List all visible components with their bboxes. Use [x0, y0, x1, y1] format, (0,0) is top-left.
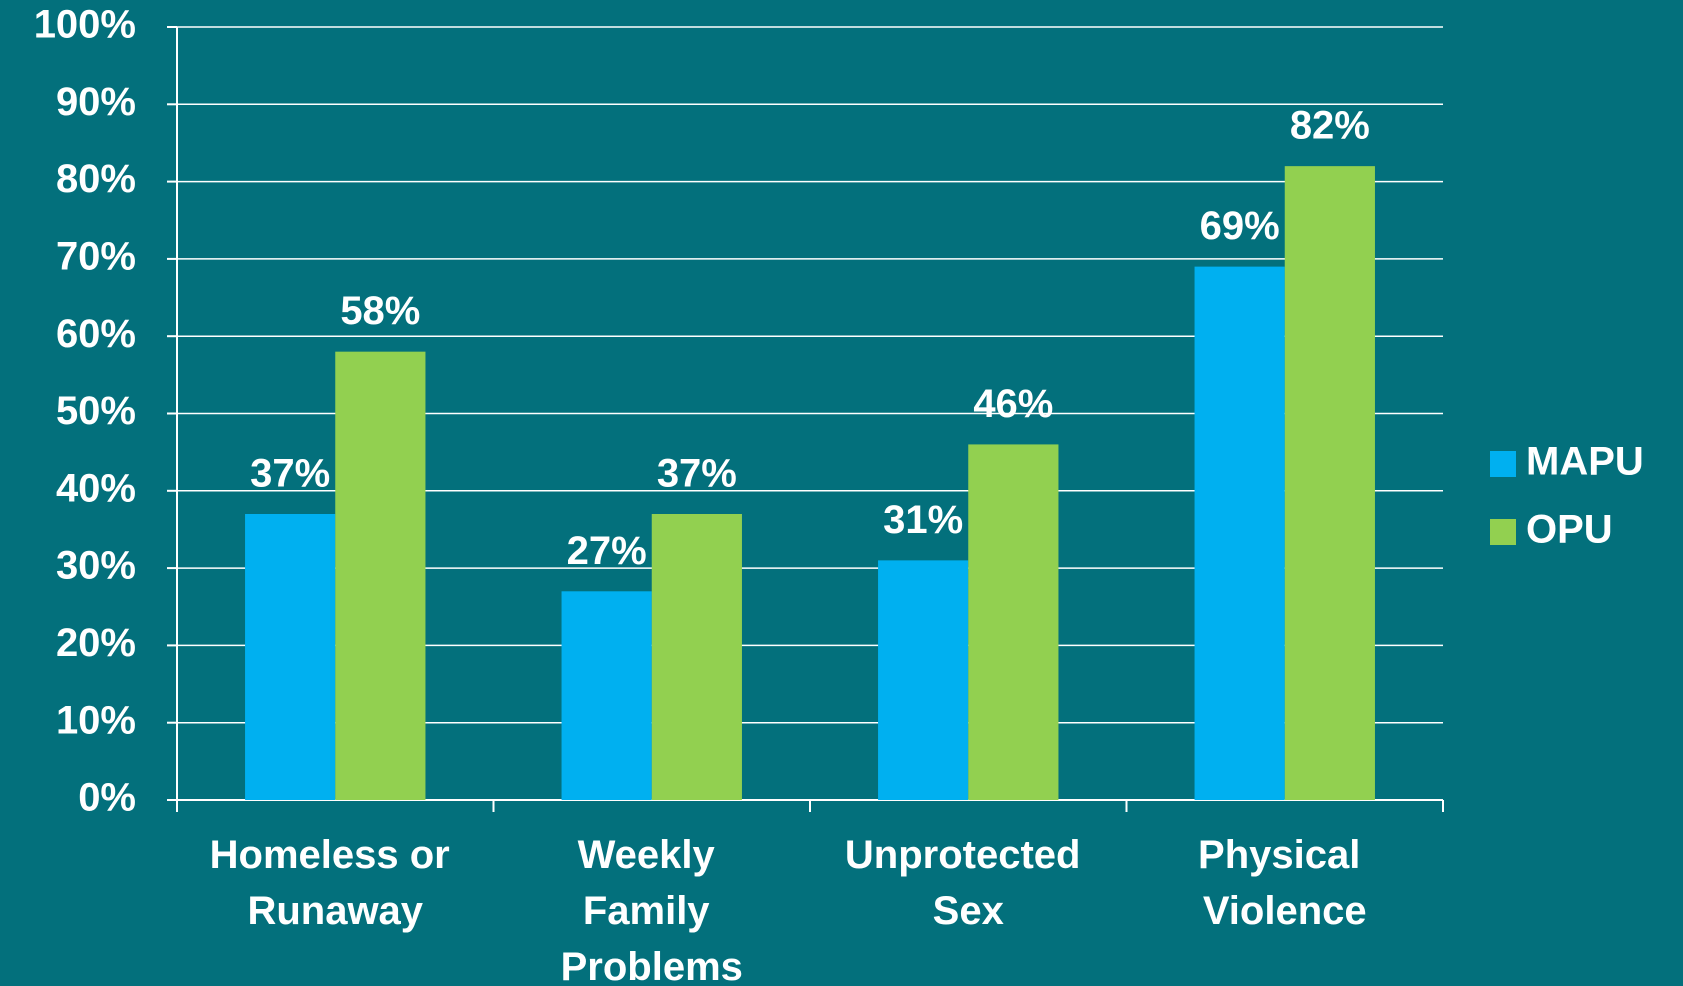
bar: [1194, 266, 1285, 800]
bar: [1284, 166, 1375, 800]
bar: [245, 513, 336, 800]
value-label: 82%: [1290, 104, 1370, 148]
y-tick-label: 80%: [56, 157, 136, 201]
y-tick-label: 30%: [56, 544, 136, 588]
bar: [651, 513, 742, 800]
y-tick-label: 70%: [56, 234, 136, 278]
value-label: 27%: [567, 529, 647, 573]
legend-swatch: [1490, 451, 1516, 477]
y-tick-label: 100%: [34, 3, 136, 47]
y-tick-label: 50%: [56, 389, 136, 433]
y-tick-label: 0%: [78, 776, 136, 820]
value-label: 37%: [250, 452, 330, 496]
x-tick-label: Physical Violence: [1198, 833, 1371, 933]
value-label: 31%: [883, 498, 963, 542]
value-label: 69%: [1200, 204, 1280, 248]
value-label: 37%: [657, 452, 737, 496]
y-tick-label: 10%: [56, 698, 136, 742]
y-tick-label: 90%: [56, 80, 136, 124]
x-tick-label: Weekly Family Problems: [561, 833, 743, 986]
bar: [335, 351, 426, 800]
y-tick-label: 60%: [56, 312, 136, 356]
x-tick-label: Unprotected Sex: [845, 833, 1092, 933]
y-tick-label: 20%: [56, 621, 136, 665]
bar: [561, 591, 652, 800]
legend-swatch: [1490, 519, 1516, 545]
x-tick-label: Homeless or Runaway: [210, 833, 461, 933]
value-label: 46%: [973, 382, 1053, 426]
value-label: 58%: [340, 289, 420, 333]
bar: [968, 444, 1059, 800]
legend-label: OPU: [1526, 508, 1613, 552]
y-tick-label: 40%: [56, 466, 136, 510]
bar: [878, 560, 969, 800]
legend-label: MAPU: [1526, 440, 1644, 484]
